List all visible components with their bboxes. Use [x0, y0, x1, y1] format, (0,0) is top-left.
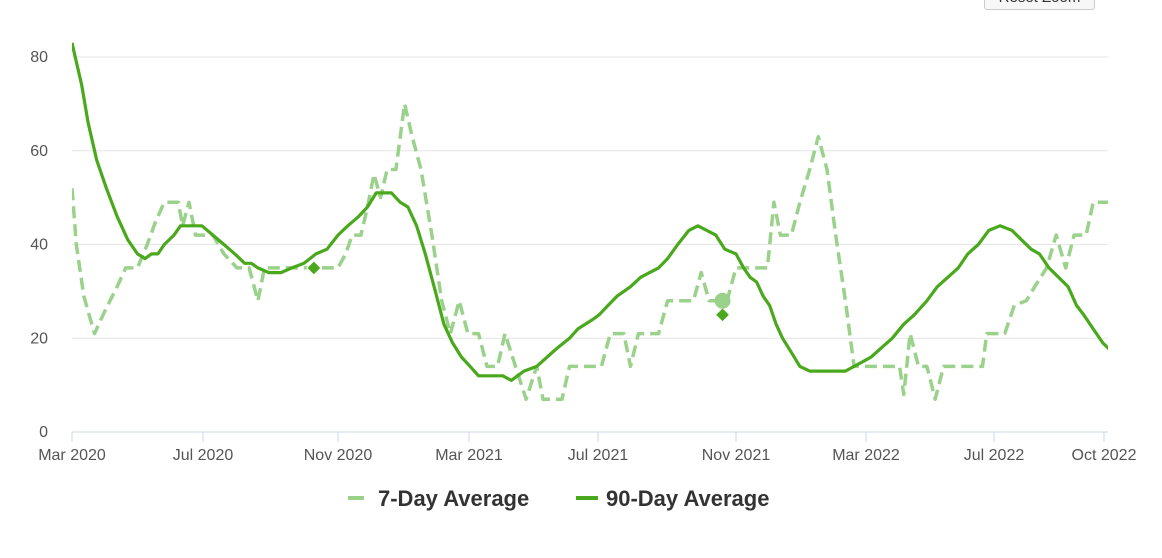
legend[interactable]: 7-Day Average 90-Day Average	[348, 486, 769, 511]
y-tick-label: 80	[30, 49, 48, 66]
y-tick-label: 0	[39, 424, 48, 441]
series-marker-diamond[interactable]	[714, 307, 731, 323]
x-axis: Mar 2020 Jul 2020 Nov 2020 Mar 2021 Jul 2021…	[38, 431, 1137, 464]
y-tick-label: 40	[30, 237, 48, 254]
series-marker-circle[interactable]	[714, 292, 731, 309]
grid-lines: 0 20 40 60 80	[30, 49, 1108, 441]
y-tick-label: 60	[30, 143, 48, 160]
y-tick-label: 20	[30, 330, 48, 347]
legend-label: 90-Day Average	[606, 486, 769, 511]
series-lines	[72, 42, 1162, 401]
legend-item-7-day-average[interactable]: 7-Day Average	[348, 486, 529, 511]
x-tick-label: Nov 2020	[304, 447, 373, 464]
reset-zoom-button[interactable]: Reset Zoom	[984, 0, 1095, 10]
x-tick-label: Jul 2021	[568, 447, 629, 464]
series-line-90-day-average[interactable]	[72, 42, 1162, 382]
x-tick-label: Mar 2020	[38, 447, 106, 464]
x-tick-label: Nov 2021	[702, 447, 771, 464]
x-tick-label: Jul 2022	[964, 447, 1025, 464]
series-marker-diamond[interactable]	[306, 260, 322, 276]
x-tick-label: Oct 2022	[1072, 447, 1137, 464]
x-tick-label: Mar 2021	[435, 447, 503, 464]
x-tick-label: Jul 2020	[173, 447, 234, 464]
legend-item-90-day-average[interactable]: 90-Day Average	[576, 486, 769, 511]
series-line-7-day-average[interactable]	[72, 102, 1112, 401]
x-tick-label: Mar 2022	[832, 447, 900, 464]
legend-label: 7-Day Average	[378, 486, 529, 511]
series-markers	[306, 260, 731, 323]
